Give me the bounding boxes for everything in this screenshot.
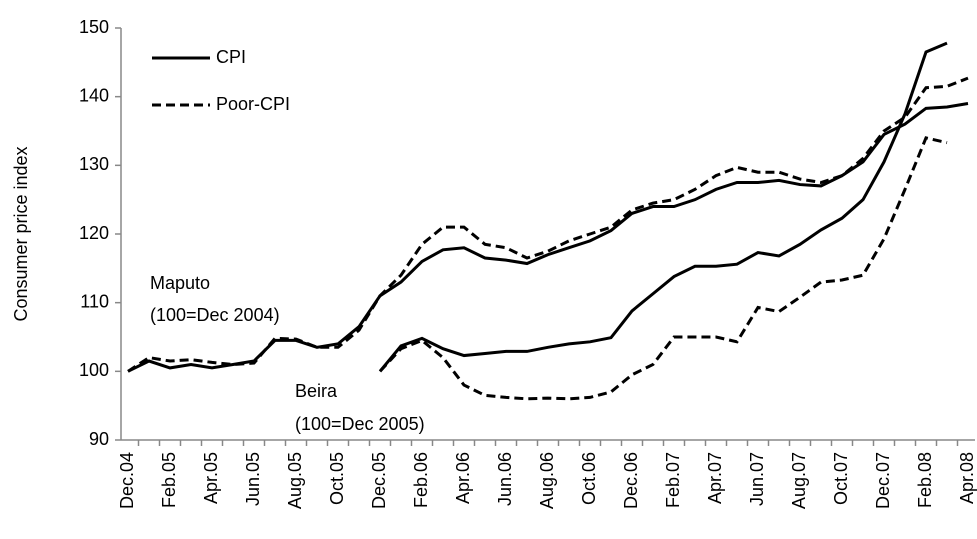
y-tick-label: 90: [89, 429, 109, 449]
x-tick-label: Aug.05: [285, 452, 305, 509]
x-tick-label: Aug.06: [537, 452, 557, 509]
annotation: Maputo: [150, 273, 210, 293]
x-tick-label: Dec.05: [369, 452, 389, 509]
x-tick-label: Feb.05: [159, 452, 179, 508]
series-line: [378, 136, 948, 401]
x-tick-label: Feb.07: [663, 452, 683, 508]
y-tick-label: 120: [79, 223, 109, 243]
y-axis-label: Consumer price index: [11, 146, 31, 321]
annotation: (100=Dec 2005): [295, 414, 425, 434]
y-tick-label: 130: [79, 154, 109, 174]
x-tick-label: Aug.07: [789, 452, 809, 509]
x-tick-label: Oct.06: [579, 452, 599, 505]
legend-label: Poor-CPI: [216, 94, 290, 114]
y-tick-label: 140: [79, 85, 109, 105]
x-tick-label: Jun.06: [495, 452, 515, 506]
annotation: (100=Dec 2004): [150, 305, 280, 325]
x-tick-label: Jun.07: [747, 452, 767, 506]
x-tick-label: Oct.07: [831, 452, 851, 505]
annotation: Beira: [295, 381, 338, 401]
x-tick-label: Apr.07: [705, 452, 725, 504]
legend-label: CPI: [216, 47, 246, 67]
x-tick-label: Oct.05: [327, 452, 347, 505]
series-line: [378, 41, 948, 373]
x-tick-label: Feb.08: [915, 452, 935, 508]
y-tick-label: 150: [79, 17, 109, 37]
x-tick-label: Apr.06: [453, 452, 473, 504]
y-tick-label: 110: [80, 291, 109, 311]
series-line: [127, 76, 969, 373]
x-tick-label: Dec.07: [873, 452, 893, 509]
x-tick-label: Apr.05: [201, 452, 221, 504]
y-tick-label: 100: [79, 360, 109, 380]
x-tick-label: Dec.06: [621, 452, 641, 509]
x-tick-label: Feb.06: [411, 452, 431, 508]
series-line: [127, 102, 969, 373]
x-tick-label: Apr.08: [957, 452, 977, 504]
x-tick-label: Dec.04: [117, 452, 137, 509]
x-tick-label: Jun.05: [243, 452, 263, 506]
